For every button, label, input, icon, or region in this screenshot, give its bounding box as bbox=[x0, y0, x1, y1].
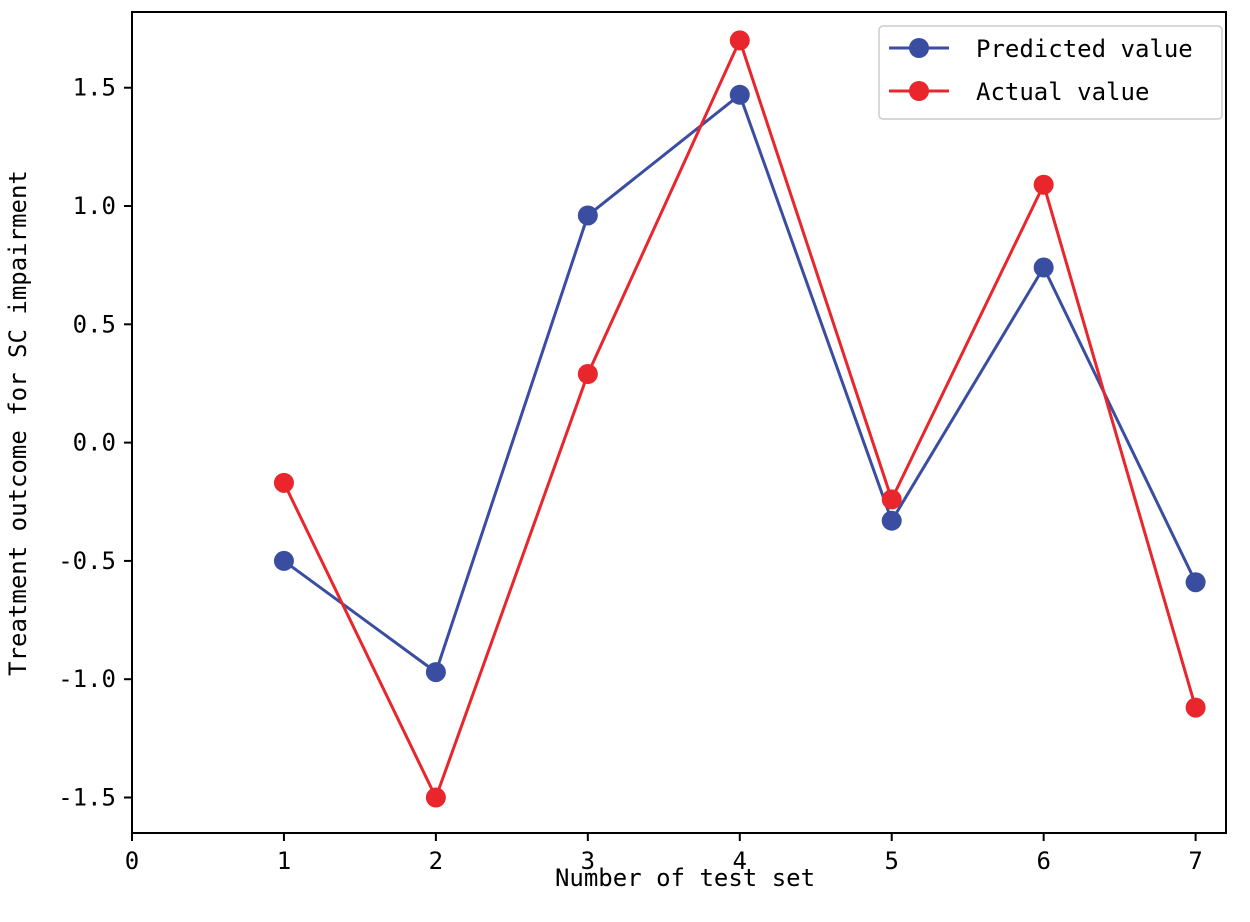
series-line-predicted-value bbox=[283, 93, 1197, 674]
data-point-predicted-value bbox=[273, 550, 294, 571]
legend-label-actual: Actual value bbox=[976, 78, 1149, 106]
data-point-predicted-value bbox=[1033, 257, 1054, 278]
data-point-predicted-value bbox=[881, 510, 902, 531]
y-axis-title: Treatment outcome for SC impairment bbox=[4, 170, 32, 676]
x-axis-ticks: 0 1 2 3 4 5 6 7 bbox=[125, 833, 1203, 875]
data-point-predicted-value bbox=[729, 84, 750, 105]
x-axis-title: Number of test set bbox=[555, 864, 815, 892]
legend-marker-predicted bbox=[909, 38, 929, 58]
legend-label-predicted: Predicted value bbox=[976, 35, 1193, 63]
x-tick-label: 4 bbox=[733, 847, 747, 875]
x-tick-label: 1 bbox=[277, 847, 291, 875]
y-axis-ticks: -1.5 -1.0 -0.5 0.0 0.5 1.0 1.5 bbox=[58, 74, 132, 812]
data-point-actual-value bbox=[273, 472, 294, 493]
legend: Predicted value Actual value bbox=[878, 25, 1223, 120]
y-tick-label: 1.0 bbox=[73, 192, 116, 220]
data-point-predicted-value bbox=[577, 205, 598, 226]
x-tick-label: 0 bbox=[125, 847, 139, 875]
series-line-actual-value bbox=[282, 38, 1198, 800]
x-tick-label: 3 bbox=[581, 847, 595, 875]
data-point-predicted-value bbox=[1185, 572, 1206, 593]
data-point-actual-value bbox=[1185, 697, 1206, 718]
y-tick-label: 0.5 bbox=[73, 310, 116, 338]
data-point-actual-value bbox=[577, 363, 598, 384]
x-tick-label: 6 bbox=[1036, 847, 1050, 875]
y-tick-label: 0.0 bbox=[73, 429, 116, 457]
legend-marker-actual bbox=[909, 81, 929, 101]
y-tick-label: -1.5 bbox=[58, 784, 116, 812]
y-tick-label: 1.5 bbox=[73, 74, 116, 102]
data-point-actual-value bbox=[729, 30, 750, 51]
data-point-actual-value bbox=[425, 787, 446, 808]
data-point-actual-value bbox=[881, 489, 902, 510]
x-tick-label: 2 bbox=[429, 847, 443, 875]
y-tick-label: -0.5 bbox=[58, 547, 116, 575]
x-tick-label: 5 bbox=[884, 847, 898, 875]
plot-frame bbox=[131, 11, 1227, 834]
y-tick-label: -1.0 bbox=[58, 665, 116, 693]
series-layer bbox=[273, 30, 1206, 808]
data-point-predicted-value bbox=[425, 662, 446, 683]
x-tick-label: 7 bbox=[1188, 847, 1202, 875]
legend-box bbox=[878, 25, 1223, 120]
data-point-actual-value bbox=[1033, 174, 1054, 195]
